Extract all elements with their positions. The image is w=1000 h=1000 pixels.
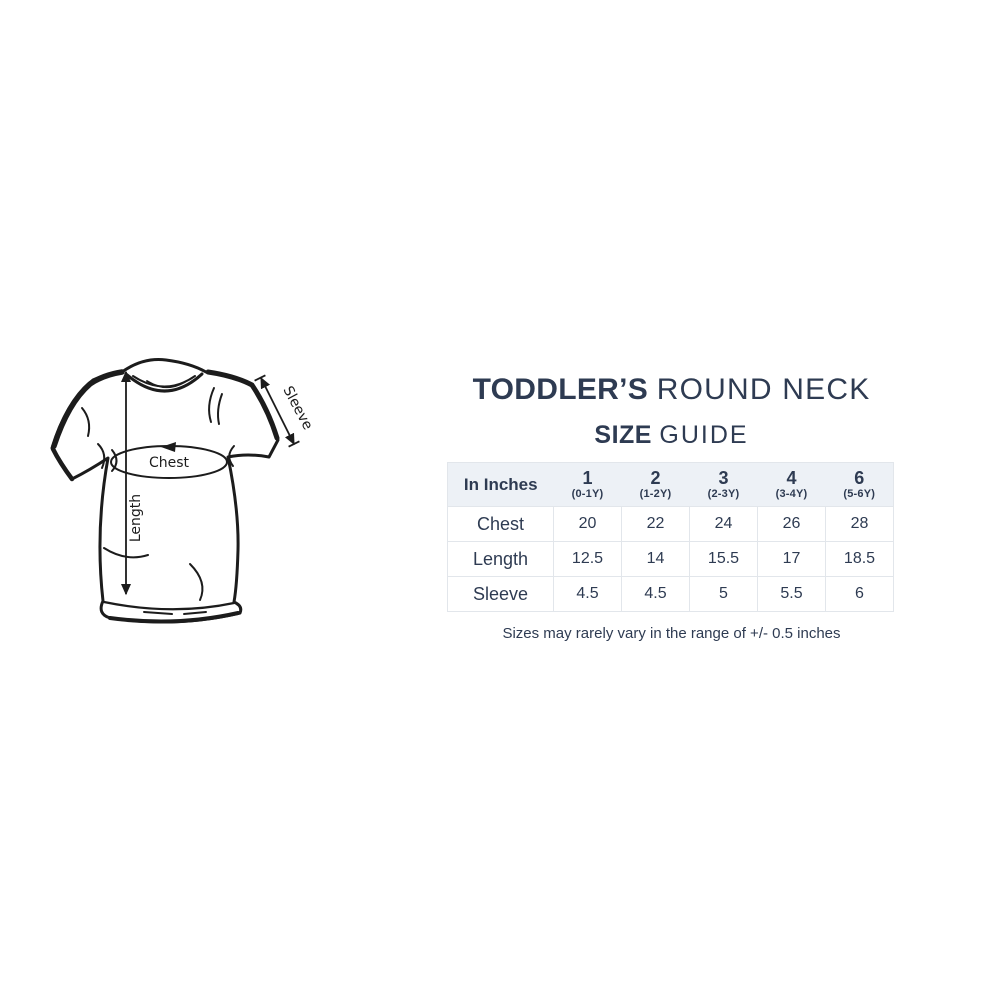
value-cell: 4.5 <box>553 576 622 612</box>
size-column-header: 4 (3-4Y) <box>757 462 826 507</box>
sleeve-arrow-caps <box>254 374 300 448</box>
age-range: (3-4Y) <box>775 488 808 500</box>
page-subtitle: SIZE GUIDE <box>447 421 896 449</box>
size-column-header: 1 (0-1Y) <box>553 462 622 507</box>
page-title-light: ROUND NECK <box>656 373 871 406</box>
value-cell: 14 <box>621 541 690 577</box>
value-cell: 5 <box>689 576 758 612</box>
value-cell: 26 <box>757 506 826 542</box>
size-number: 3 <box>718 468 729 488</box>
age-range: (1-2Y) <box>639 488 672 500</box>
age-range: (0-1Y) <box>571 488 604 500</box>
table-row: Chest 20 22 24 26 28 <box>447 506 894 542</box>
tshirt-diagram: Length Chest Sleeve <box>50 358 316 624</box>
size-column-header: 6 (5-6Y) <box>825 462 894 507</box>
value-cell: 15.5 <box>689 541 758 577</box>
size-column-header: 2 (1-2Y) <box>621 462 690 507</box>
row-label: Sleeve <box>447 576 554 612</box>
unit-header-cell: In Inches <box>447 462 554 507</box>
page-subtitle-bold: SIZE <box>594 421 652 449</box>
table-row: Length 12.5 14 15.5 17 18.5 <box>447 541 894 577</box>
chest-arrow <box>161 442 176 452</box>
value-cell: 17 <box>757 541 826 577</box>
table-row: Sleeve 4.5 4.5 5 5.5 6 <box>447 576 894 612</box>
size-table: In Inches 1 (0-1Y) 2 (1-2Y) 3 (2-3Y) 4 (3-4Y) 6 (5… <box>447 462 894 612</box>
page-subtitle-light: GUIDE <box>659 421 749 449</box>
value-cell: 28 <box>825 506 894 542</box>
size-column-header: 3 (2-3Y) <box>689 462 758 507</box>
value-cell: 22 <box>621 506 690 542</box>
page-title-bold: TODDLER’S <box>472 373 649 406</box>
size-number: 6 <box>854 468 865 488</box>
value-cell: 4.5 <box>621 576 690 612</box>
chest-label: Chest <box>149 455 190 471</box>
tshirt-outline <box>50 358 280 624</box>
value-cell: 12.5 <box>553 541 622 577</box>
value-cell: 6 <box>825 576 894 612</box>
age-range: (2-3Y) <box>707 488 740 500</box>
size-number: 4 <box>786 468 797 488</box>
value-cell: 18.5 <box>825 541 894 577</box>
value-cell: 24 <box>689 506 758 542</box>
sleeve-arrow <box>260 376 295 446</box>
age-range: (5-6Y) <box>843 488 876 500</box>
value-cell: 5.5 <box>757 576 826 612</box>
table-header-row: In Inches 1 (0-1Y) 2 (1-2Y) 3 (2-3Y) 4 (3-4Y) 6 (5… <box>447 462 894 507</box>
length-label: Length <box>128 494 144 542</box>
row-label: Chest <box>447 506 554 542</box>
row-label: Length <box>447 541 554 577</box>
size-number: 2 <box>650 468 661 488</box>
value-cell: 20 <box>553 506 622 542</box>
collar-lines <box>124 372 204 393</box>
size-note: Sizes may rarely vary in the range of +/… <box>502 625 841 642</box>
size-number: 1 <box>582 468 593 488</box>
page-title: TODDLER’S ROUND NECK <box>447 374 896 406</box>
